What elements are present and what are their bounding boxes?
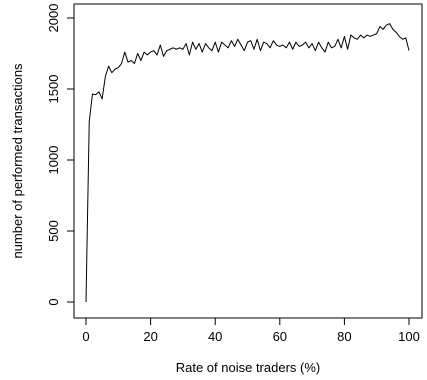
x-tick-label-40: 40 [208, 329, 222, 344]
x-tick-label-60: 60 [273, 329, 287, 344]
y-tick-label-1500: 1500 [46, 75, 61, 104]
y-axis-title: number of performed transactions [10, 63, 25, 259]
x-tick-label-80: 80 [337, 329, 351, 344]
x-tick-label-0: 0 [82, 329, 89, 344]
x-axis: 0 20 40 60 80 100 [82, 318, 420, 344]
y-tick-label-1000: 1000 [46, 146, 61, 175]
series-line [85, 23, 410, 303]
y-tick-label-500: 500 [46, 220, 61, 242]
plot-frame [73, 3, 423, 319]
y-axis: 0 500 1000 1500 2000 [46, 4, 74, 306]
x-axis-title: Rate of noise traders (%) [176, 360, 321, 375]
plot-box [73, 3, 423, 319]
series-group [85, 23, 410, 303]
x-tick-label-20: 20 [143, 329, 157, 344]
x-tick-label-100: 100 [398, 329, 420, 344]
y-tick-label-0: 0 [46, 298, 61, 305]
y-tick-label-2000: 2000 [46, 4, 61, 33]
